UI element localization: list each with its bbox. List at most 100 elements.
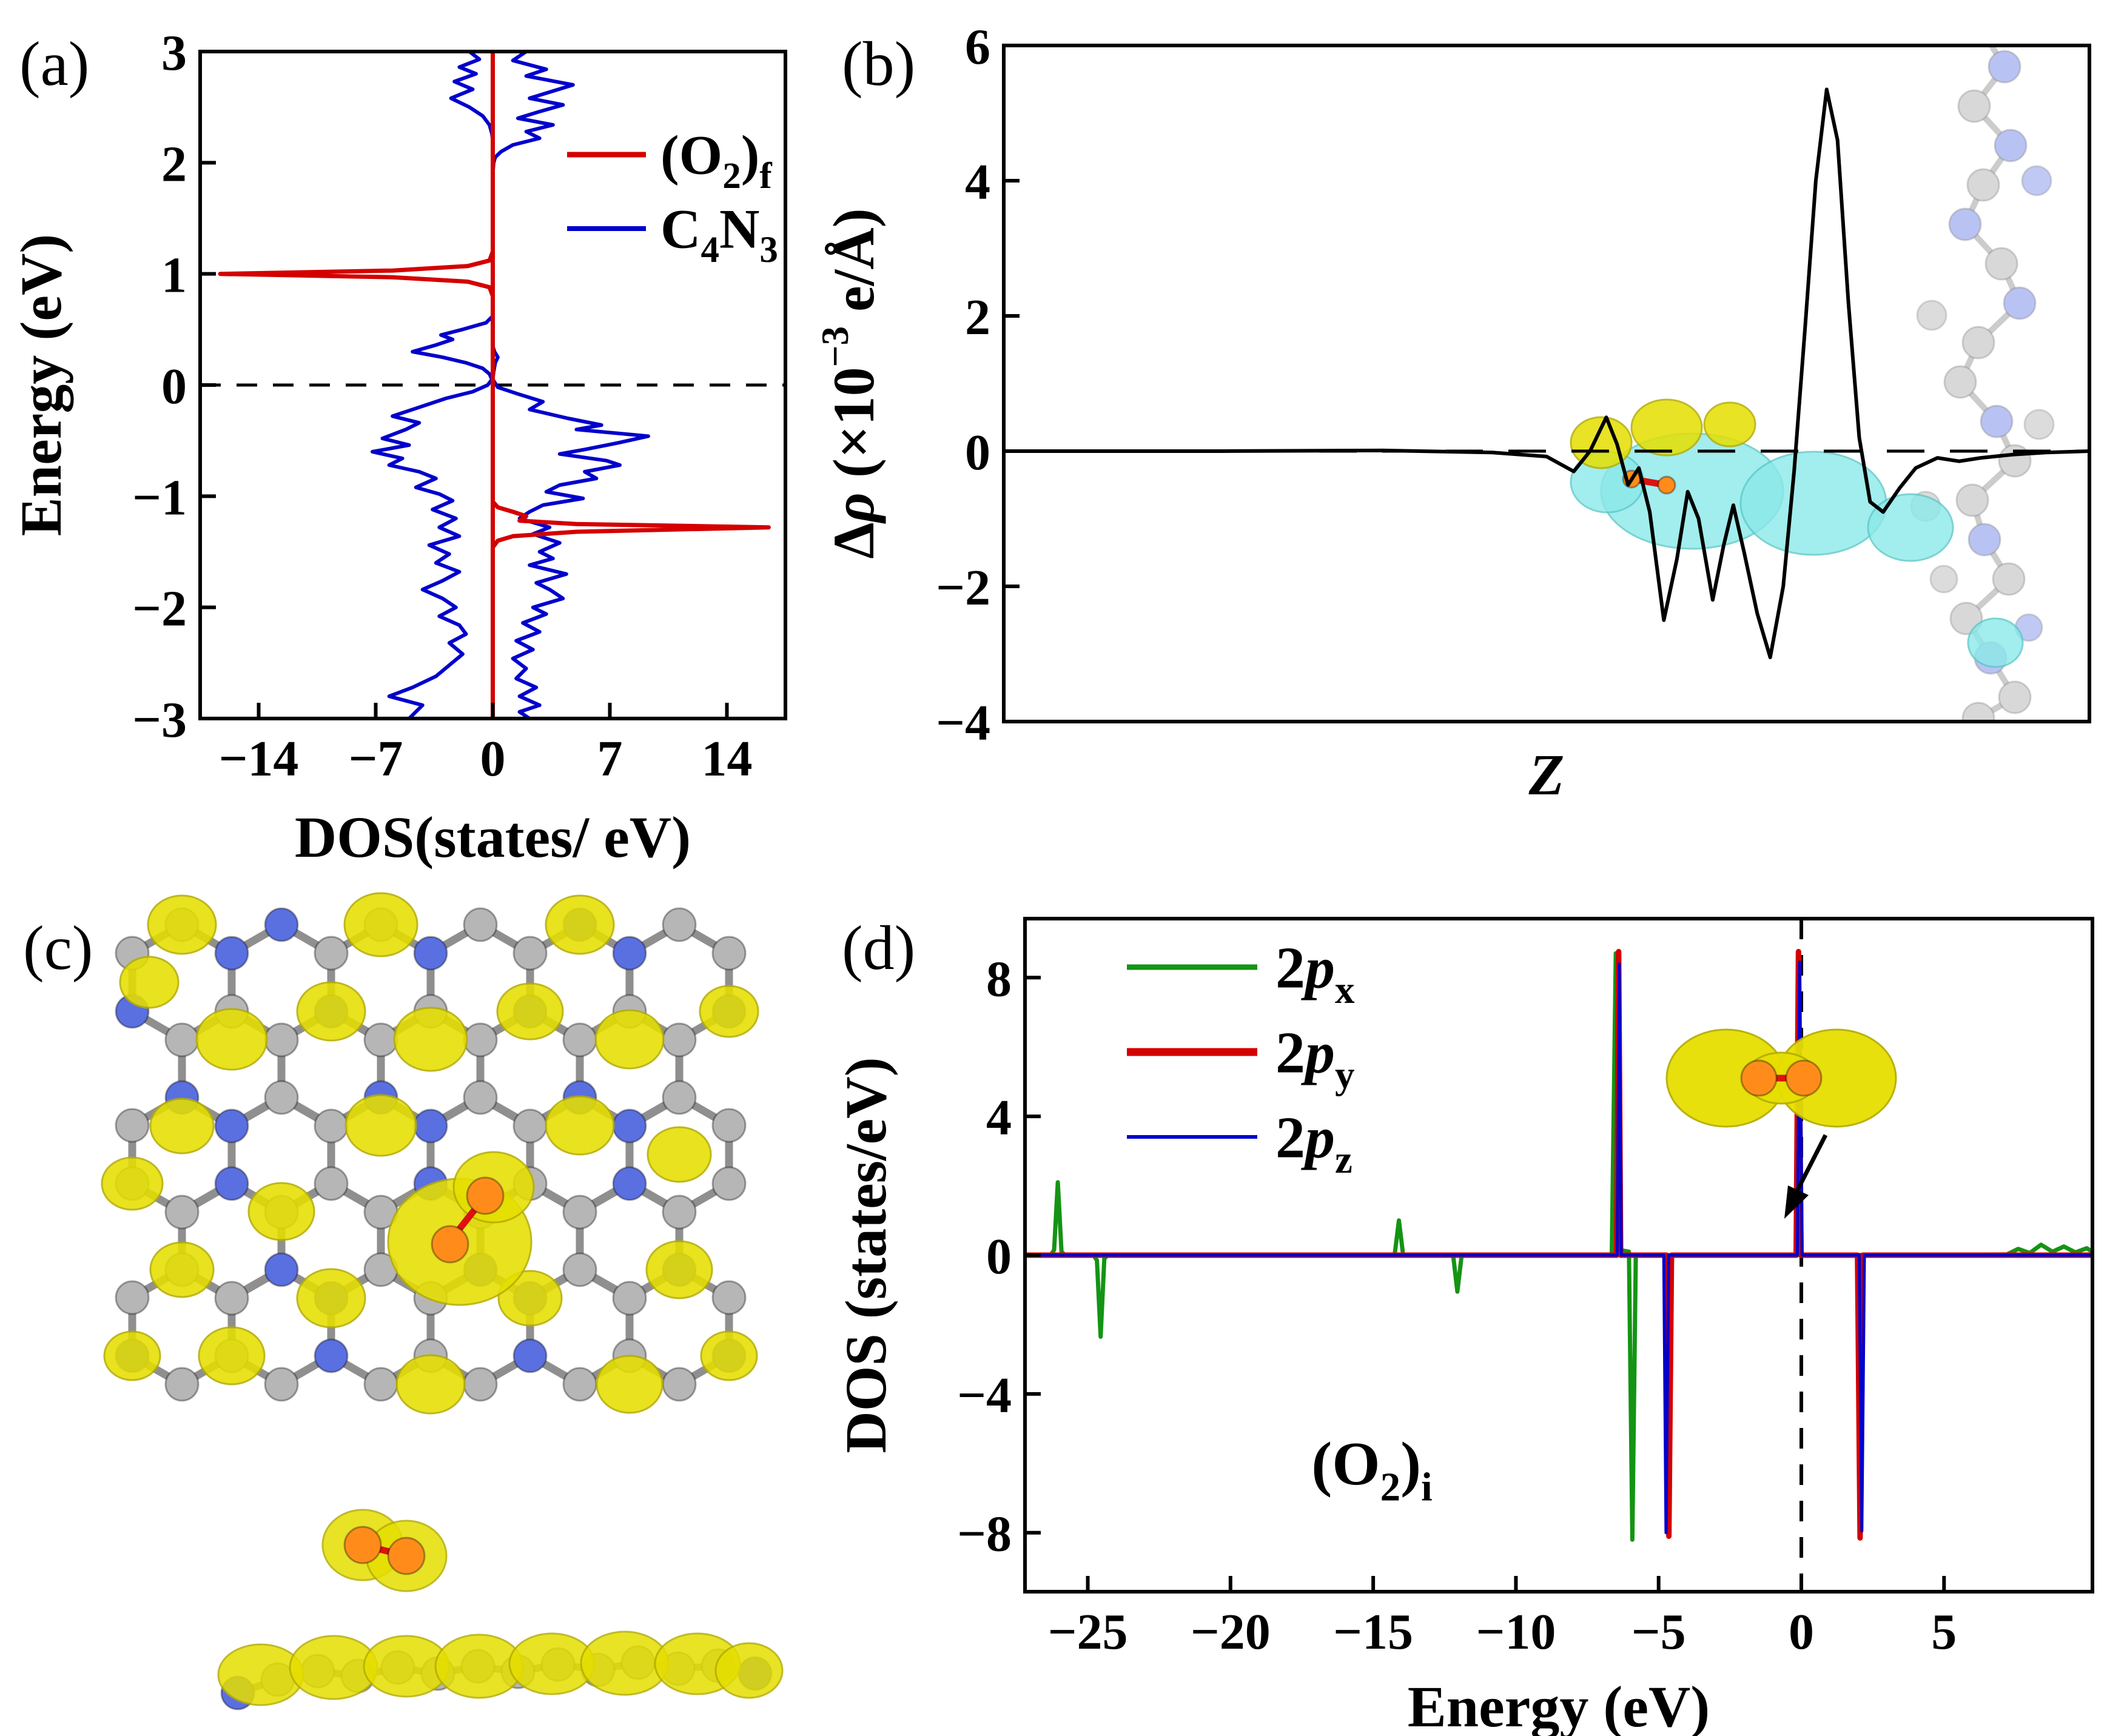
legend-label-2: 2pz: [1275, 1105, 1353, 1181]
text-seg: 0: [965, 424, 990, 481]
text-seg: −4: [936, 695, 990, 751]
y-tick-label: 1: [161, 247, 187, 304]
text-seg: 3: [759, 230, 778, 270]
text-seg: p: [1301, 1105, 1335, 1170]
carbon-atom: [214, 1281, 249, 1316]
y-tick-label: −3: [132, 692, 187, 748]
text-seg: ρ: [821, 492, 886, 524]
carbon-atom: [314, 1108, 349, 1144]
isosurface-blob: [645, 1240, 713, 1299]
x-axis-label: Z: [1528, 742, 1565, 807]
text-seg: DOS (states/eV): [833, 1057, 898, 1453]
carbon-atom: [363, 1367, 398, 1402]
text-seg: ): [741, 124, 760, 186]
series-2px: [1025, 951, 2092, 1542]
carbon-atom: [562, 1195, 597, 1230]
text-seg: x: [1335, 968, 1355, 1012]
text-seg: 14: [702, 731, 753, 787]
carbon-atom: [562, 1367, 597, 1402]
carbon-atom: [662, 1367, 697, 1402]
carbon-atom: [1916, 300, 1947, 331]
carbon-atom: [463, 1022, 498, 1057]
text-seg: e/Å): [821, 208, 886, 326]
text-seg: 2: [1380, 1465, 1401, 1510]
carbon-atom: [164, 1022, 200, 1057]
x-tick-label: −20: [1191, 1604, 1271, 1660]
carbon-atom: [512, 936, 548, 971]
text-seg: (O: [660, 124, 722, 186]
isosurface-blob: [296, 1268, 366, 1329]
carbon-atom: [512, 1108, 548, 1144]
carbon-atom: [1998, 680, 2032, 714]
x-axis-label: Energy (eV): [1408, 1674, 1710, 1736]
oxygen-atom: [387, 1537, 426, 1575]
isosurface-blob: [699, 985, 759, 1038]
text-seg: 0: [986, 1228, 1012, 1285]
y-tick-label: 0: [986, 1228, 1012, 1285]
text-seg: p: [1301, 935, 1335, 1000]
carbon-atom: [711, 936, 747, 971]
nitrogen-atom: [264, 907, 299, 942]
x-tick-label: −25: [1048, 1604, 1128, 1660]
oxygen-atom: [1657, 475, 1676, 495]
y-tick-label: −2: [132, 581, 187, 637]
text-seg: N: [719, 198, 759, 260]
text-seg: −25: [1048, 1604, 1128, 1660]
isosurface-blob: [101, 1156, 164, 1211]
y-tick-label: −4: [957, 1367, 1012, 1424]
carbon-atom: [115, 1108, 150, 1143]
text-seg: DOS(states/ eV): [295, 805, 691, 870]
series-group: [1004, 87, 2089, 660]
carbon-atom: [662, 1080, 697, 1115]
x-tick-label: 7: [597, 731, 623, 787]
carbon-atom: [463, 907, 498, 942]
isosurface-blob: [1967, 617, 2024, 668]
series-2pz: [1025, 960, 2092, 1535]
isosurface-blob: [103, 1330, 161, 1381]
isosurface-blob: [149, 1241, 215, 1298]
text-seg: −20: [1191, 1604, 1271, 1660]
carbon-atom: [463, 1367, 498, 1402]
carbon-atom: [662, 907, 697, 942]
yellow-isosurface-accumulation: [1570, 398, 1756, 495]
carbon-atom: [1929, 565, 1958, 594]
text-seg: 4: [965, 154, 990, 210]
x-tick-label: 5: [1931, 1604, 1957, 1660]
carbon-atom: [115, 1280, 150, 1315]
text-seg: −10: [1476, 1604, 1556, 1660]
nitrogen-atom: [2021, 165, 2052, 196]
text-seg: ): [1400, 1430, 1421, 1498]
text-seg: 0: [1789, 1604, 1814, 1660]
text-seg: 3: [161, 25, 187, 81]
nitrogen-atom: [1948, 207, 1982, 241]
text-seg: 2: [161, 136, 187, 192]
text-seg: 8: [986, 951, 1012, 1007]
text-seg: (O: [1311, 1430, 1380, 1498]
carbon-atom: [1964, 12, 1996, 43]
isosurface-blob: [1867, 493, 1954, 562]
text-seg: C: [660, 198, 701, 260]
carbon-atom: [314, 1166, 349, 1201]
y-tick-label: 4: [965, 154, 990, 210]
nitrogen-atom: [413, 1108, 448, 1144]
carbon-atom: [1957, 89, 1991, 123]
text-seg: (×10: [821, 367, 886, 492]
series-o2f-up: [491, 52, 771, 719]
carbon-atom: [562, 1252, 597, 1287]
x-tick-label: 0: [480, 731, 506, 787]
overlay-layer: [101, 892, 1897, 1711]
annotation-arrow-head: [1784, 1185, 1809, 1219]
text-seg: 4: [701, 230, 719, 270]
isosurface-blob: [344, 1094, 417, 1157]
series-delta-rho: [1004, 87, 2089, 660]
isosurface-blob: [1630, 398, 1703, 457]
text-seg: −4: [957, 1367, 1012, 1424]
isosurface-blob: [594, 1009, 665, 1070]
y-tick-label: −1: [132, 469, 187, 526]
isosurface-blob: [247, 1182, 315, 1241]
y-tick-label: −2: [936, 560, 990, 616]
carbon-atom: [1943, 365, 1977, 399]
text-seg: −1: [132, 469, 187, 526]
carbon-atom: [711, 1166, 747, 1201]
